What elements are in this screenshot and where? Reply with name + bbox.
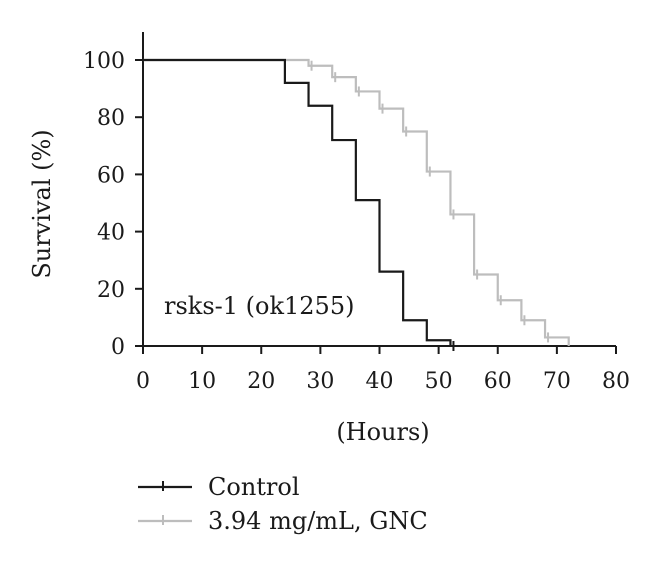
x-tick-label: 80 — [602, 369, 630, 394]
survival-curve — [143, 58, 452, 346]
legend-label: Control — [208, 473, 300, 501]
y-axis-label: Survival (%) — [28, 129, 56, 278]
x-tick-label: 70 — [543, 369, 571, 394]
x-tick-label: 60 — [484, 369, 512, 394]
x-axis-label: (Hours) — [336, 418, 429, 446]
series-gnc — [143, 58, 570, 346]
legend-item: Control — [138, 473, 300, 501]
y-ticks: 0 20 40 60 80 100 — [83, 49, 143, 360]
y-tick-label: 40 — [97, 221, 125, 246]
axes: 0 20 40 60 80 100 0 10 20 30 40 50 60 70 80 — [83, 32, 630, 394]
x-tick-label: 0 — [136, 369, 150, 394]
survival-curve — [143, 58, 570, 346]
x-tick-label: 30 — [306, 369, 334, 394]
legend: Control 3.94 mg/mL, GNC — [138, 473, 428, 535]
y-tick-label: 80 — [97, 106, 125, 131]
x-tick-label: 40 — [366, 369, 394, 394]
series-layer — [143, 58, 570, 351]
x-tick-label: 10 — [188, 369, 216, 394]
x-tick-label: 50 — [425, 369, 453, 394]
y-tick-label: 20 — [97, 278, 125, 303]
legend-item: 3.94 mg/mL, GNC — [138, 507, 428, 535]
series-control — [143, 58, 455, 351]
chart-annotation: rsks-1 (ok1255) — [164, 292, 354, 320]
y-tick-label: 100 — [83, 49, 125, 74]
x-tick-label: 20 — [247, 369, 275, 394]
y-tick-label: 60 — [97, 163, 125, 188]
y-tick-label: 0 — [111, 335, 125, 360]
legend-label: 3.94 mg/mL, GNC — [208, 507, 428, 535]
x-ticks: 0 10 20 30 40 50 60 70 80 — [136, 346, 630, 394]
